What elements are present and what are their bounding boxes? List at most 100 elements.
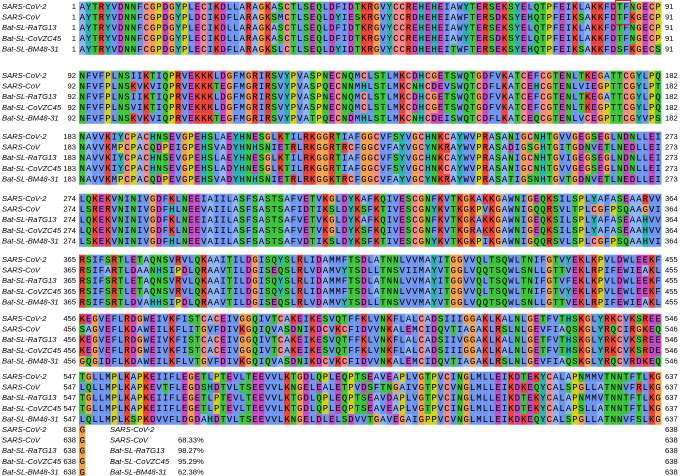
residue-cell xyxy=(226,334,233,346)
residue-cell xyxy=(264,70,272,82)
residue-cell xyxy=(226,44,233,55)
residue-cell xyxy=(552,225,560,237)
residue-cell xyxy=(584,324,592,335)
sequence: NFVFPLNSIIKTIQPRVEKKKLDGFMGRIRSVYPVASPNE… xyxy=(80,93,661,103)
residue-cell xyxy=(271,142,278,153)
residue-cell xyxy=(123,70,131,82)
residue-cell xyxy=(642,356,649,367)
residue-cell xyxy=(482,91,489,103)
residue-cell xyxy=(335,163,342,175)
residue-cell xyxy=(213,1,220,13)
residue-cell xyxy=(309,403,316,415)
residue-cell xyxy=(277,313,284,325)
residue-cell xyxy=(386,356,393,367)
residue-cell xyxy=(245,12,252,23)
end-position: 364 xyxy=(665,194,678,203)
residue-cell xyxy=(341,12,348,23)
residue-cell xyxy=(130,163,137,175)
start-position: 638 xyxy=(63,446,76,455)
residue-cell xyxy=(527,131,534,143)
residue-cell xyxy=(354,22,361,34)
residue-cell xyxy=(565,324,572,335)
residue-cell xyxy=(91,254,99,266)
residue-cell xyxy=(239,392,246,404)
residue-cell xyxy=(635,275,643,287)
sequence-name: Bat-SL-CoVZC45 xyxy=(2,287,62,296)
residue-cell xyxy=(149,131,156,143)
residue-cell xyxy=(629,44,636,55)
residue-cell xyxy=(431,163,438,175)
residue-cell xyxy=(226,382,233,393)
residue-cell xyxy=(187,414,195,425)
residue-cell xyxy=(546,275,553,287)
residue-cell xyxy=(187,403,195,415)
residue-cell xyxy=(322,70,329,82)
residue-cell xyxy=(91,152,99,164)
residue-cell xyxy=(354,265,361,276)
residue-cell xyxy=(520,414,528,425)
residue-cell xyxy=(648,91,656,103)
residue-cell xyxy=(616,382,624,393)
residue-cell xyxy=(616,33,624,45)
residue-cell xyxy=(469,382,476,393)
residue-cell xyxy=(277,113,284,124)
residue-cell xyxy=(552,297,560,308)
residue-cell xyxy=(520,286,528,298)
residue-cell xyxy=(283,22,291,34)
residue-cell xyxy=(495,225,502,237)
residue-cell xyxy=(488,265,496,276)
residue-cell xyxy=(520,91,528,103)
sequence: NAVVKMPCPACQDPEIGPEHSVADYHNHSNIETRLRKGGR… xyxy=(80,143,661,153)
residue-cell xyxy=(264,102,272,114)
residue-cell xyxy=(271,313,278,325)
residue-cell xyxy=(655,265,662,276)
residue-cell xyxy=(437,275,444,287)
residue-cell xyxy=(559,297,566,308)
residue-cell xyxy=(232,265,240,276)
residue-cell xyxy=(207,371,214,383)
residue-cell xyxy=(539,254,547,266)
residue-cell xyxy=(360,225,368,237)
end-position: 638 xyxy=(665,457,678,466)
residue-cell xyxy=(405,214,412,226)
residue-cell xyxy=(123,174,131,185)
residue-cell xyxy=(578,91,585,103)
residue-cell xyxy=(520,22,528,34)
residue-cell xyxy=(463,324,470,335)
residue-cell xyxy=(309,382,316,393)
residue-cell xyxy=(418,403,425,415)
residue-cell xyxy=(399,174,406,185)
residue-cell xyxy=(85,265,92,276)
residue-cell xyxy=(392,174,400,185)
sequence: LSRERVNINIVGDFHLNEEVAIILASFSASTSAFIDTIKS… xyxy=(80,205,661,215)
residue-cell xyxy=(635,356,643,367)
residue-cell xyxy=(379,236,387,247)
residue-cell xyxy=(392,225,400,237)
residue-cell xyxy=(507,371,515,383)
residue-cell xyxy=(251,313,259,325)
residue-cell xyxy=(98,275,105,287)
residue-cell xyxy=(501,334,508,346)
residue-cell xyxy=(616,91,624,103)
residue-cell xyxy=(91,225,99,237)
residue-cell xyxy=(194,297,201,308)
residue-cell xyxy=(162,403,169,415)
residue-cell xyxy=(623,91,630,103)
residue-cell xyxy=(591,286,598,298)
residue-cell xyxy=(648,142,656,153)
residue-cell xyxy=(629,265,636,276)
residue-cell xyxy=(207,403,214,415)
residue-cell xyxy=(546,225,553,237)
residue-cell xyxy=(655,142,662,153)
residue-cell xyxy=(546,297,553,308)
residue-cell xyxy=(354,297,361,308)
residue-cell xyxy=(79,313,86,325)
end-position: 91 xyxy=(665,44,673,53)
residue-cell xyxy=(571,286,579,298)
residue-cell xyxy=(373,254,380,266)
residue-cell xyxy=(546,174,553,185)
residue-cell xyxy=(488,371,496,383)
residue-cell xyxy=(373,414,380,425)
residue-cell xyxy=(239,334,246,346)
residue-cell xyxy=(527,275,534,287)
